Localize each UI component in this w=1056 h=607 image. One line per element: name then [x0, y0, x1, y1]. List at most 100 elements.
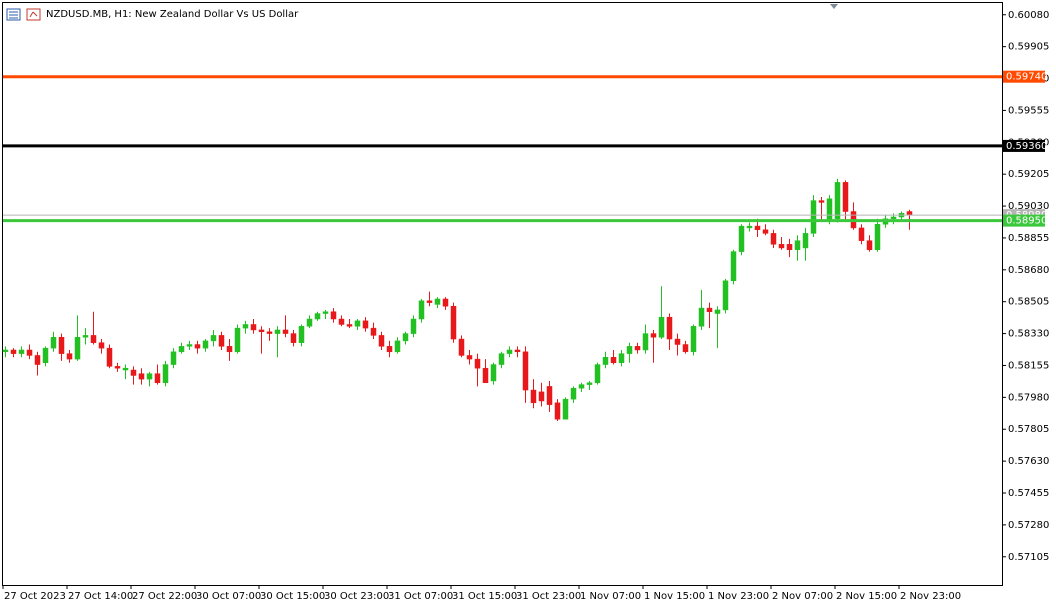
candle-body [906, 211, 913, 216]
candle-body [602, 357, 609, 365]
candle-body [826, 198, 833, 221]
candle-body [370, 327, 377, 336]
x-tick-label: 30 Oct 07:00 [196, 591, 261, 602]
candle-body [866, 240, 873, 251]
price-level-label: 0.59360 [1006, 141, 1047, 152]
candle-body [106, 347, 113, 367]
y-tick-label: 0.57455 [1008, 488, 1049, 499]
candle-body [802, 233, 809, 249]
candle-body [442, 298, 449, 307]
candle-body [450, 306, 457, 340]
candle-body [730, 251, 737, 281]
candle-body [594, 364, 601, 384]
candle-body [338, 318, 345, 325]
candle-body [314, 313, 321, 320]
icon-chart[interactable] [26, 8, 41, 21]
candle-body [762, 229, 769, 234]
y-tick-label: 0.60080 [1008, 10, 1049, 21]
candle-body [410, 318, 417, 334]
price-level-tag [1003, 214, 1045, 227]
candle-body [490, 364, 497, 382]
candle-body [562, 398, 569, 420]
toolbar-icons [6, 8, 41, 21]
candle-body [322, 311, 329, 314]
candle-body [834, 182, 841, 220]
price-level-tag [1003, 70, 1045, 83]
x-tick-label: 27 Oct 14:00 [68, 591, 133, 602]
candle-body [242, 324, 249, 329]
candle-body [306, 318, 313, 327]
candle-body [346, 324, 353, 327]
candle-body [434, 298, 441, 305]
candle-body [714, 309, 721, 314]
y-tick-label: 0.58680 [1008, 265, 1049, 276]
candle-body [18, 349, 25, 354]
candle-body [794, 240, 801, 251]
y-tick-label: 0.57980 [1008, 392, 1049, 403]
candle-body [722, 280, 729, 311]
candle-body [746, 225, 753, 229]
candle-body [506, 349, 513, 354]
candle-body [90, 335, 97, 343]
candle-body [538, 391, 545, 402]
x-tick-label: 31 Oct 15:00 [452, 591, 517, 602]
candle-body [26, 349, 33, 356]
candle-body [818, 200, 825, 203]
candle-body [658, 316, 665, 338]
candle-body [74, 336, 81, 360]
candle-body [130, 369, 137, 376]
candle-body [770, 233, 777, 245]
candle-body [202, 340, 209, 349]
candle-body [426, 300, 433, 303]
candle-body [458, 338, 465, 356]
candle-body [474, 358, 481, 369]
x-tick-label: 27 Oct 2023 [4, 591, 66, 602]
x-tick-label: 27 Oct 22:00 [132, 591, 197, 602]
candle-body [386, 346, 393, 353]
x-tick-label: 1 Nov 23:00 [708, 591, 769, 602]
candle-body [122, 367, 129, 371]
candle-body [578, 384, 585, 389]
candle-body [250, 324, 257, 331]
candle-body [890, 216, 897, 220]
y-tick-label: 0.58155 [1008, 360, 1049, 371]
candle-body [218, 335, 225, 347]
candle-body [58, 336, 65, 354]
candle-body [570, 387, 577, 400]
candle-body [170, 351, 177, 365]
x-tick-label: 2 Nov 07:00 [772, 591, 833, 602]
candle-body [418, 300, 425, 320]
candle-body [2, 349, 9, 353]
candle-body [522, 351, 529, 391]
candle-body [610, 357, 617, 363]
y-tick-label: 0.59030 [1008, 201, 1049, 212]
y-tick-label: 0.57280 [1008, 520, 1049, 531]
candle-body [82, 335, 89, 338]
candle-body [466, 355, 473, 360]
candle-body [290, 333, 297, 343]
x-tick-label: 31 Oct 07:00 [388, 591, 453, 602]
candle-body [66, 353, 73, 360]
candle-body [698, 307, 705, 327]
candle-body [674, 338, 681, 345]
candle-body [42, 347, 49, 363]
candle-body [114, 366, 121, 369]
price-level-label: 0.58950 [1006, 216, 1047, 227]
candle-body [10, 349, 17, 354]
candle-body [394, 340, 401, 353]
candle-body [194, 344, 201, 349]
candle-body [482, 367, 489, 384]
candle-body [554, 402, 561, 420]
candle-body [186, 344, 193, 347]
shift-marker [830, 4, 838, 9]
y-tick-label: 0.59905 [1008, 42, 1049, 53]
candle-body [98, 342, 105, 349]
x-tick-label: 2 Nov 23:00 [900, 591, 961, 602]
candle-body [754, 225, 761, 230]
candle-body [258, 329, 265, 333]
x-tick-label: 31 Oct 23:00 [516, 591, 581, 602]
candle-body [682, 344, 689, 353]
chart-title: NZDUSD.MB, H1: New Zealand Dollar Vs US … [46, 9, 299, 20]
candle-body [634, 346, 641, 351]
